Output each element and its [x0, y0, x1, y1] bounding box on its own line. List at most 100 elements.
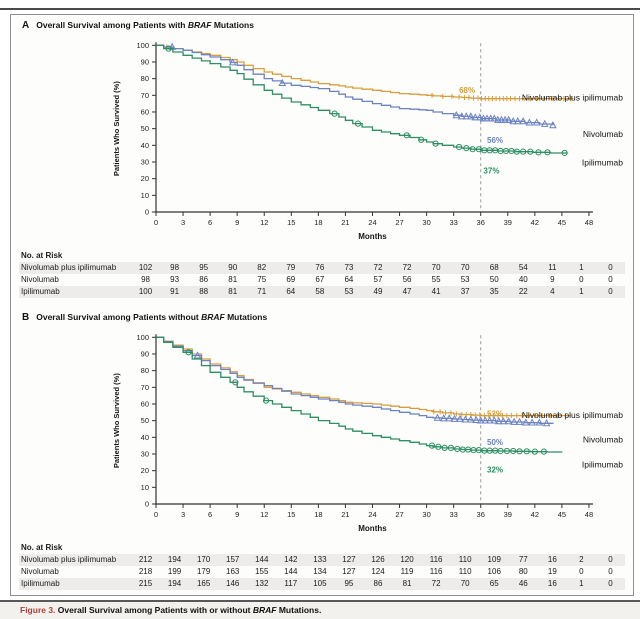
at-risk-row-label: Nivolumab	[21, 275, 59, 284]
at-risk-value: 53	[344, 287, 354, 296]
censor-plus-marker	[472, 412, 478, 418]
censor-circle-marker	[435, 443, 442, 450]
x-tick-label: 0	[154, 218, 158, 227]
censor-circle-marker	[232, 379, 239, 386]
at-risk-value: 40	[518, 275, 528, 284]
censor-circle-marker	[418, 136, 425, 143]
censor-triangle-marker	[193, 351, 202, 359]
at-risk-value: 35	[489, 287, 499, 296]
at-risk-value: 86	[199, 275, 209, 284]
y-tick-label: 80	[141, 366, 149, 375]
panel-a-letter: A	[22, 20, 30, 31]
censor-circle-marker	[165, 45, 172, 52]
survival-rate-label: 32%	[487, 465, 503, 474]
censor-plus-marker	[495, 413, 501, 419]
censor-triangle-marker	[504, 417, 513, 425]
y-tick-label: 50	[141, 124, 149, 133]
x-tick-label: 6	[208, 218, 212, 227]
at-risk-value: 16	[547, 579, 557, 588]
censor-circle-marker	[520, 148, 527, 155]
at-risk-row: Nivolumab 218 199 179 163 155 144 134 127 124 119 1…	[19, 566, 625, 578]
censor-plus-marker	[499, 413, 505, 419]
censor-circle-marker	[441, 444, 448, 451]
at-risk-value: 56	[402, 275, 412, 284]
at-risk-value: 116	[429, 567, 443, 576]
x-tick-label: 27	[395, 218, 403, 227]
figure-caption-text: Overall Survival among Patients with or …	[55, 605, 253, 615]
at-risk-value: 215	[138, 579, 153, 588]
top-rule	[0, 8, 640, 10]
censor-circle-marker	[428, 442, 436, 449]
at-risk-value: 88	[199, 287, 209, 296]
censor-triangle-marker	[472, 415, 481, 423]
at-risk-value: 170	[196, 555, 211, 564]
censor-triangle-marker	[521, 418, 530, 426]
x-tick-label: 30	[422, 218, 430, 227]
at-risk-row: Nivolumab plus ipilimumab 102 98 95 90 82 79 76…	[19, 262, 625, 274]
figure-caption-suffix: Mutations.	[276, 605, 322, 615]
censor-circle-marker	[447, 444, 455, 451]
censor-circle-marker	[185, 349, 192, 356]
censor-plus-marker	[504, 413, 510, 419]
at-risk-value: 53	[460, 275, 470, 284]
censor-circle-marker	[510, 447, 517, 455]
censor-triangle-marker	[483, 114, 491, 122]
at-risk-value: 102	[138, 263, 153, 272]
censor-triangle-marker	[452, 111, 461, 119]
censor-triangle-marker	[457, 112, 466, 120]
censor-triangle-marker	[510, 417, 518, 425]
censor-triangle-marker	[509, 117, 518, 125]
censor-triangle-marker	[549, 121, 557, 129]
at-risk-value: 64	[286, 287, 296, 296]
at-risk-value: 119	[400, 567, 414, 576]
at-risk-value: 0	[608, 287, 613, 296]
censor-triangle-marker	[461, 415, 470, 423]
at-risk-value: 155	[255, 567, 269, 576]
censor-triangle-marker	[476, 416, 485, 424]
at-risk-value: 100	[138, 287, 153, 296]
at-risk-row: Nivolumab plus ipilimumab 212 194 170 157 144…	[19, 554, 625, 566]
at-risk-value: 142	[284, 555, 298, 564]
x-tick-label: 9	[235, 510, 239, 519]
at-risk-value: 72	[373, 263, 383, 272]
censor-circle-marker	[544, 149, 551, 156]
censor-triangle-marker	[456, 414, 464, 422]
censor-triangle-marker	[439, 414, 448, 422]
at-risk-value: 58	[315, 287, 325, 296]
at-risk-value: 81	[228, 275, 238, 284]
censor-plus-marker	[534, 96, 540, 102]
panel-b-title-text: Overall Survival among Patients without	[36, 312, 202, 322]
survival-curve-ipilimumab	[156, 44, 568, 154]
at-risk-value: 146	[226, 579, 240, 588]
censor-circle-marker	[403, 132, 410, 139]
censor-plus-marker	[448, 410, 454, 416]
censor-plus-marker	[440, 93, 446, 100]
censor-triangle-marker	[494, 115, 502, 123]
y-tick-label: 30	[141, 449, 149, 458]
at-risk-row-label: Nivolumab	[21, 567, 59, 576]
at-risk-value: 80	[518, 567, 528, 576]
censor-triangle-marker	[490, 114, 499, 122]
at-risk-value: 90	[228, 263, 238, 272]
at-risk-value: 77	[518, 555, 528, 564]
censor-triangle-marker	[501, 115, 509, 123]
x-tick-label: 36	[477, 510, 485, 519]
y-tick-label: 80	[141, 74, 149, 83]
censor-plus-marker	[481, 413, 487, 419]
censor-plus-marker	[453, 411, 459, 417]
at-risk-value: 133	[313, 555, 327, 564]
panel-b-at-risk-table: No. at Risk Nivolumab plus ipilimumab 212 1…	[19, 542, 625, 590]
figure-caption-italic: BRAF	[252, 605, 277, 615]
at-risk-value: 37	[460, 287, 470, 296]
at-risk-value: 212	[138, 555, 153, 564]
at-risk-value: 72	[402, 263, 412, 272]
panel-a-title-suffix: Mutations	[211, 20, 254, 30]
at-risk-value: 0	[608, 579, 613, 588]
at-risk-row-label: Ipilimumab	[21, 287, 60, 296]
at-risk-value: 69	[286, 275, 296, 284]
censor-circle-marker	[503, 447, 510, 455]
censor-circle-marker	[354, 120, 362, 127]
y-tick-label: 100	[136, 333, 149, 342]
